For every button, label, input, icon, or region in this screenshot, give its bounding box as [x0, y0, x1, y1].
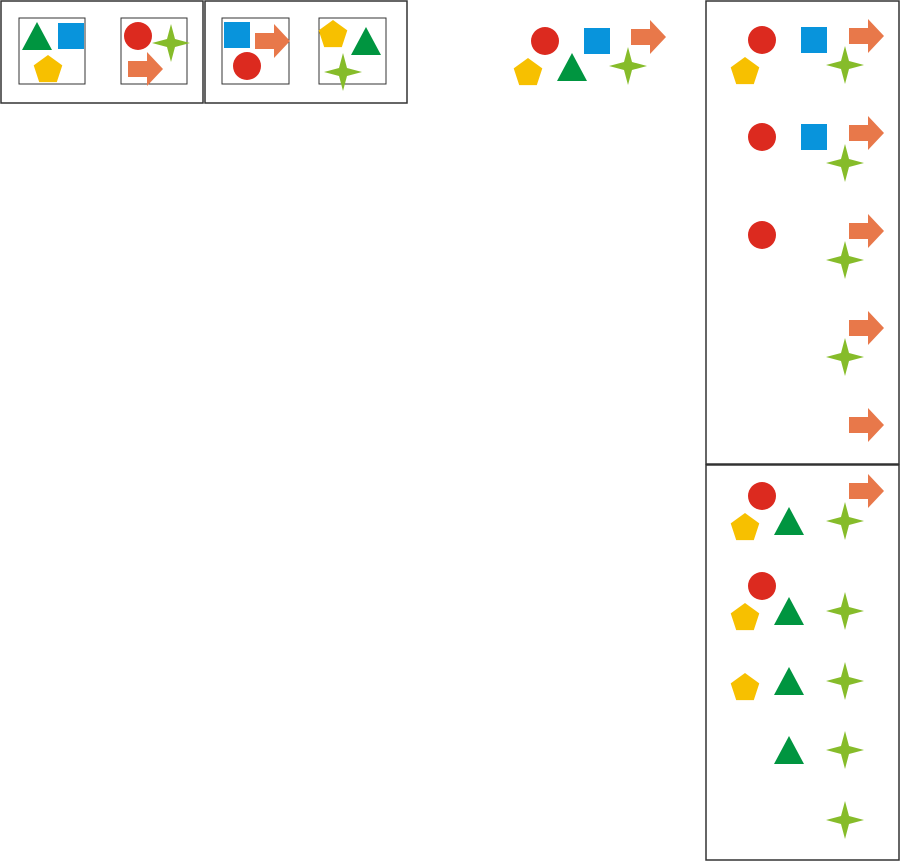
- option-1-box-b: [124, 22, 190, 86]
- option-2-box-a-frame: [221, 17, 290, 85]
- star-icon: [826, 801, 864, 839]
- top-panel-row-1: [730, 19, 884, 85]
- triangle-icon: [351, 27, 381, 55]
- square-icon: [801, 27, 827, 53]
- square-icon: [801, 124, 827, 150]
- star-icon: [826, 662, 864, 700]
- circle-icon: [124, 22, 152, 50]
- star-icon: [826, 241, 864, 279]
- star-icon: [826, 46, 864, 84]
- bottom-panel-row-5: [826, 801, 864, 839]
- option-1-box-a: [22, 22, 84, 83]
- top-panel-row-5: [849, 408, 884, 442]
- arrow-icon: [849, 19, 884, 53]
- square-icon: [584, 28, 610, 54]
- triangle-icon: [22, 22, 52, 50]
- bottom-panel-frame: [705, 464, 900, 861]
- pentagon-icon: [318, 20, 348, 48]
- pentagon-icon: [33, 55, 63, 83]
- square-icon: [224, 22, 250, 48]
- star-icon: [609, 47, 647, 85]
- option-2-frame: [204, 0, 408, 104]
- option-2-box-a: [224, 22, 290, 80]
- arrow-icon: [128, 52, 163, 86]
- arrow-icon: [849, 474, 884, 508]
- star-icon: [152, 24, 190, 62]
- star-icon: [826, 144, 864, 182]
- top-panel-row-3: [748, 214, 884, 279]
- star-icon: [826, 592, 864, 630]
- top-panel-row-2: [748, 116, 884, 182]
- bottom-panel-row-2: [730, 572, 864, 631]
- bottom-panel-row-1: [730, 474, 884, 541]
- star-icon: [826, 502, 864, 540]
- star-icon: [826, 338, 864, 376]
- pentagon-icon: [730, 603, 760, 631]
- circle-icon: [233, 52, 261, 80]
- bottom-panel-row-3: [730, 662, 864, 701]
- shapes: [22, 19, 884, 839]
- triangle-icon: [774, 507, 804, 535]
- circle-icon: [748, 221, 776, 249]
- option-2-box-b: [318, 20, 381, 91]
- circle-icon: [531, 27, 559, 55]
- arrow-icon: [255, 24, 290, 58]
- option-1-box-b-frame: [120, 17, 188, 85]
- top-panel-frame: [705, 0, 900, 465]
- pentagon-icon: [730, 57, 760, 85]
- triangle-icon: [774, 597, 804, 625]
- top-panel-row-4: [826, 311, 884, 376]
- arrow-icon: [631, 20, 666, 54]
- option-1-box-a-frame: [18, 17, 86, 85]
- circle-icon: [748, 26, 776, 54]
- square-icon: [58, 23, 84, 49]
- arrow-icon: [849, 214, 884, 248]
- option-2-box-b-frame: [318, 17, 387, 85]
- bottom-panel-row-4: [774, 731, 864, 769]
- circle-icon: [748, 572, 776, 600]
- triangle-icon: [557, 53, 587, 81]
- option-1-frame: [0, 0, 204, 104]
- circle-icon: [748, 123, 776, 151]
- triangle-icon: [774, 736, 804, 764]
- pentagon-icon: [730, 673, 760, 701]
- arrow-icon: [849, 408, 884, 442]
- loose-shapes: [513, 20, 666, 86]
- arrow-icon: [849, 116, 884, 150]
- star-icon: [826, 731, 864, 769]
- arrow-icon: [849, 311, 884, 345]
- circle-icon: [748, 482, 776, 510]
- pentagon-icon: [730, 513, 760, 541]
- triangle-icon: [774, 667, 804, 695]
- star-icon: [324, 53, 362, 91]
- pentagon-icon: [513, 58, 543, 86]
